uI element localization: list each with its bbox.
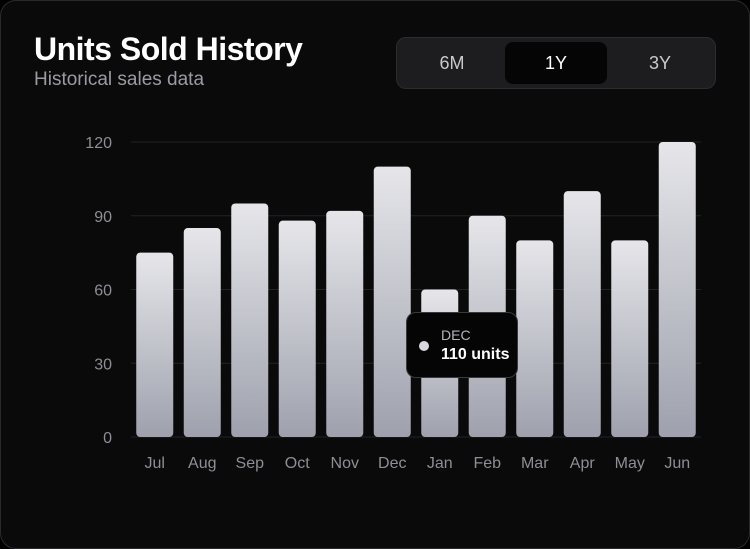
x-tick-label: Mar [521,455,549,472]
chart-subtitle: Historical sales data [34,69,205,90]
x-tick-label: Dec [378,455,406,472]
bar-mar[interactable] [516,240,554,437]
x-tick-label: Apr [570,455,596,472]
range-selector: 6M 1Y 3Y [396,37,716,89]
x-tick-label: Aug [188,455,216,472]
x-tick-label: Oct [285,455,310,472]
bar-oct[interactable] [278,220,316,437]
tooltip-month: DEC [441,327,471,343]
bar-sep[interactable] [231,203,269,437]
y-tick-label: 90 [94,209,112,226]
x-tick-label: Jan [427,455,453,472]
x-tick-label: Jun [664,455,690,472]
tooltip-value: 110 units [441,346,510,363]
bar-may[interactable] [611,240,649,437]
x-tick-label: Nov [331,455,359,472]
bar-nov[interactable] [326,210,364,437]
bar-aug[interactable] [183,228,221,437]
y-tick-label: 120 [85,135,112,152]
bar-tooltip: DEC 110 units [406,312,518,378]
chart-title: Units Sold History [34,31,303,67]
range-1y-button[interactable]: 1Y [505,42,607,84]
x-tick-label: Sep [236,455,265,472]
bar-jun[interactable] [658,142,696,437]
x-tick-label: Feb [473,455,501,472]
y-tick-label: 0 [103,430,112,447]
y-tick-label: 30 [94,356,112,373]
range-3y-button[interactable]: 3Y [648,52,672,73]
bar-jul[interactable] [136,252,174,437]
x-tick-label: May [615,455,645,472]
bar-apr[interactable] [563,191,601,437]
y-tick-label: 60 [94,283,112,300]
range-6m-button[interactable]: 6M [439,52,465,73]
tooltip-dot-icon [419,341,429,351]
bar-dec[interactable] [373,166,411,438]
x-tick-label: Jul [145,455,165,472]
